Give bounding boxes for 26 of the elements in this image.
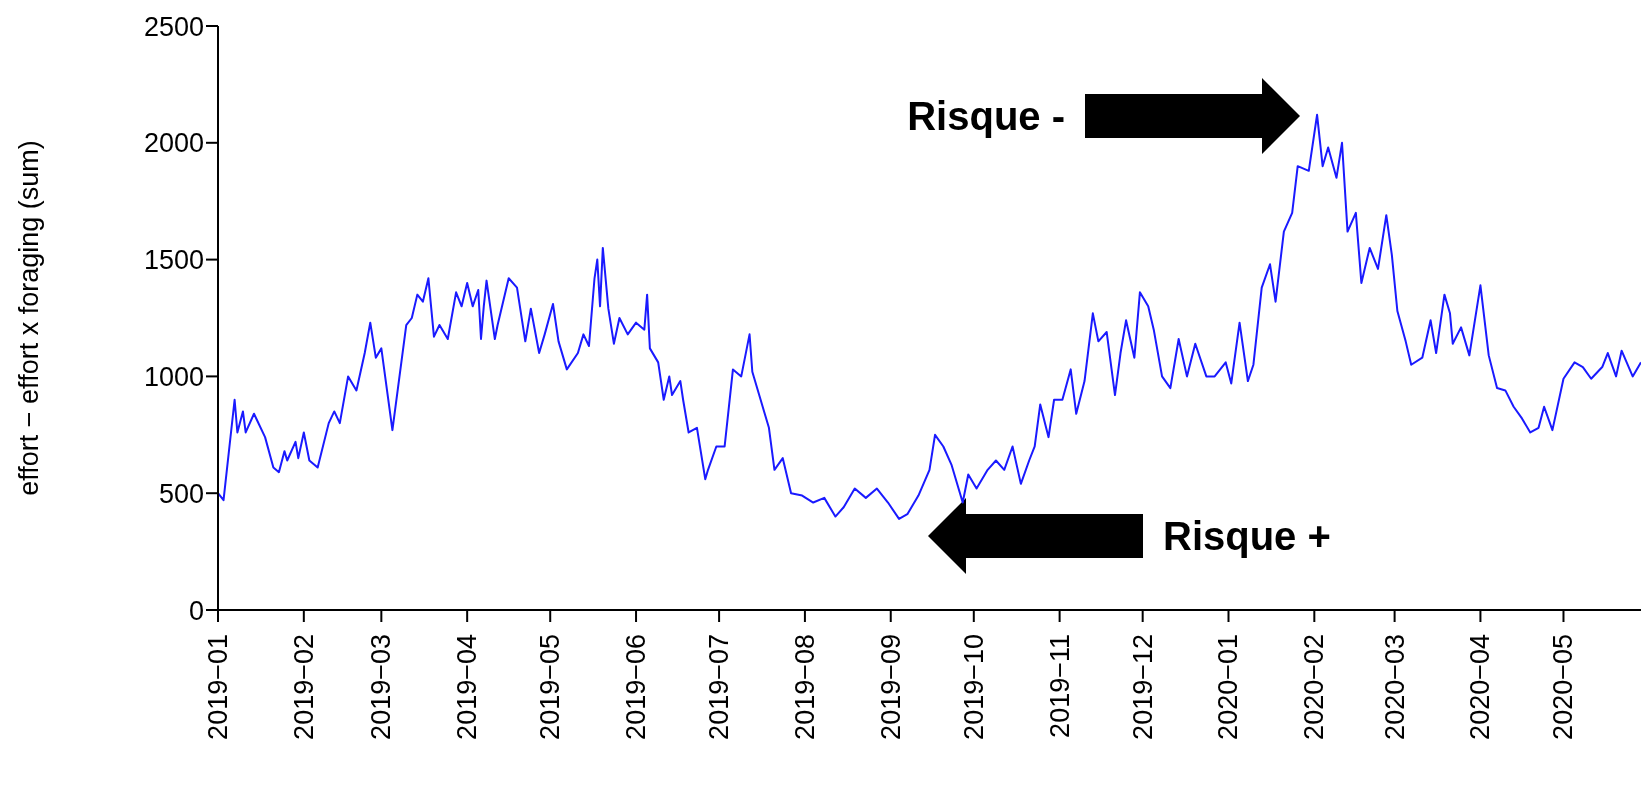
- x-tick-label: 2020−04: [1465, 634, 1496, 740]
- annotation: Risque -: [907, 94, 1065, 138]
- y-axis-title: effort − effort x foraging (sum): [13, 140, 44, 496]
- y-tick-label: 1500: [143, 245, 204, 276]
- x-tick-label: 2019−06: [621, 634, 652, 740]
- y-tick-label: 500: [158, 478, 204, 509]
- x-tick-label: 2019−09: [875, 634, 906, 740]
- x-tick-label: 2019−04: [452, 634, 483, 740]
- x-tick-label: 2020−01: [1213, 634, 1244, 740]
- annotation: Risque +: [1163, 514, 1331, 558]
- y-tick-label: 2500: [143, 11, 204, 42]
- x-tick-label: 2019−02: [288, 634, 319, 740]
- x-tick-label: 2019−12: [1127, 634, 1158, 740]
- x-tick-label: 2020−02: [1299, 634, 1330, 740]
- y-tick-label: 0: [188, 595, 204, 626]
- x-tick-label: 2019−07: [704, 634, 735, 740]
- x-tick-label: 2019−01: [203, 634, 233, 740]
- x-tick-label: 2019−11: [1044, 634, 1075, 738]
- x-tick-label: 2020−05: [1548, 634, 1579, 740]
- y-tick-label: 1000: [143, 361, 204, 392]
- x-tick-label: 2020−03: [1379, 634, 1410, 740]
- x-tick-label: 2019−08: [789, 634, 820, 740]
- x-tick-label: 2019−05: [535, 634, 566, 740]
- x-tick-label: 2019−03: [366, 634, 397, 740]
- y-tick-label: 2000: [143, 128, 204, 159]
- x-tick-label: 2019−10: [958, 634, 989, 740]
